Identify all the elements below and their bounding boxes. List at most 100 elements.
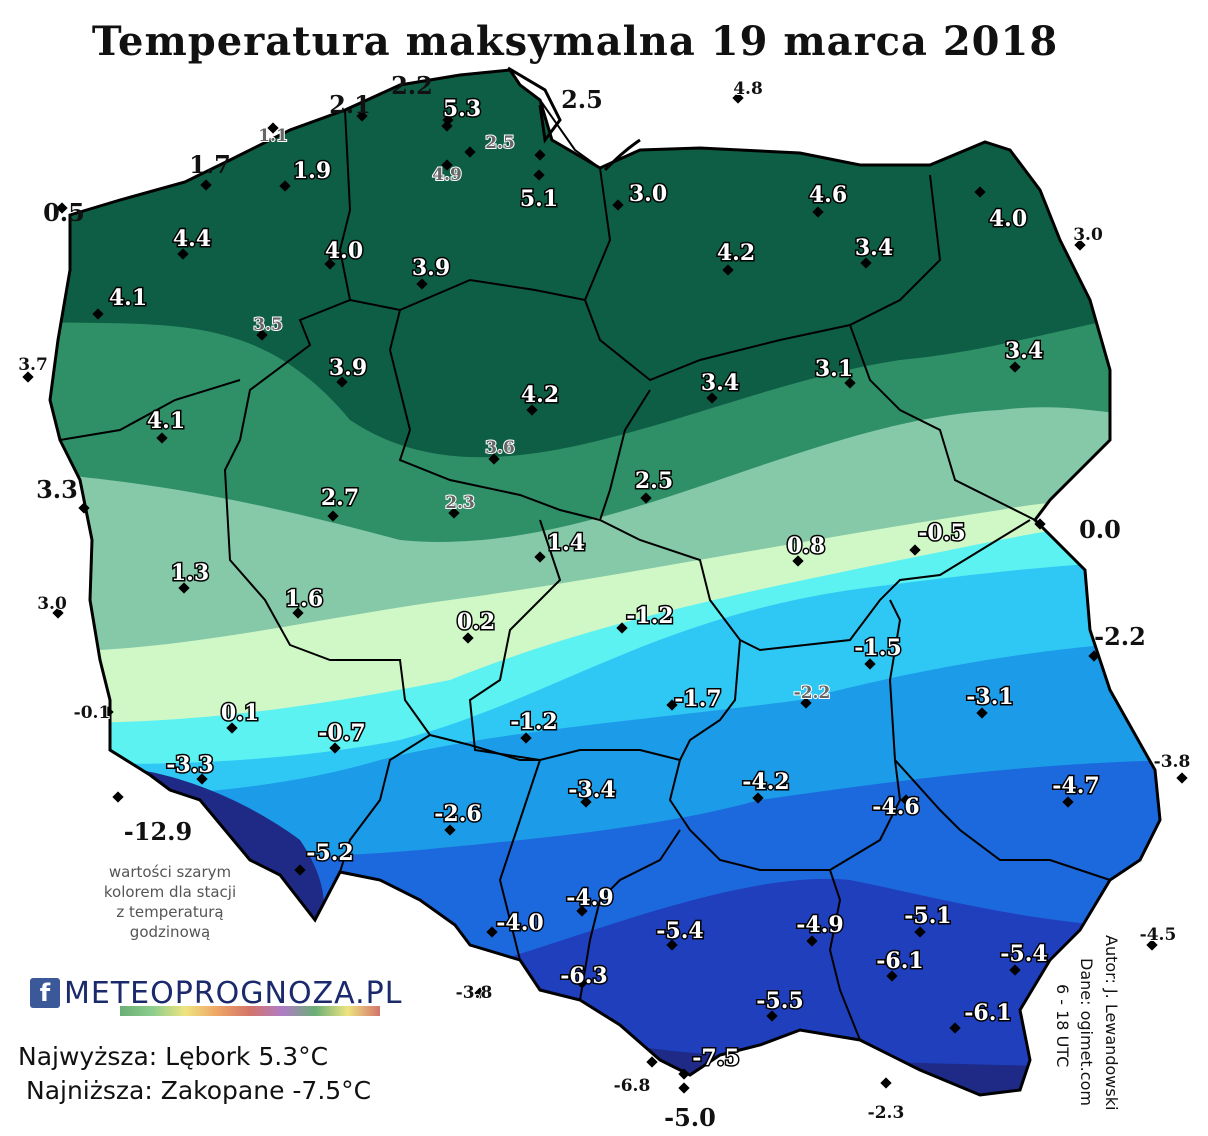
- station-marker: [533, 169, 545, 181]
- station-temperature-label: -6.1: [876, 948, 923, 974]
- station-marker: [752, 792, 764, 804]
- station-marker: [294, 864, 306, 876]
- station-temperature-label: 4.9: [432, 165, 462, 185]
- station-marker: [812, 206, 824, 218]
- station-temperature-label: 5.3: [443, 96, 481, 122]
- station-temperature-label: -12.9: [124, 817, 192, 846]
- station-temperature-label: -1.2: [626, 603, 673, 629]
- station-marker: [909, 544, 921, 556]
- station-temperature-label: -1.7: [674, 686, 721, 712]
- station-temperature-label: 4.8: [733, 79, 763, 99]
- vistula-spit: [603, 138, 641, 172]
- station-temperature-label: 2.3: [445, 493, 475, 513]
- station-temperature-label: -7.5: [692, 1045, 739, 1071]
- facebook-icon[interactable]: f: [30, 978, 60, 1008]
- station-temperature-label: -2.3: [868, 1103, 905, 1123]
- station-marker: [880, 1077, 892, 1089]
- station-marker: [177, 248, 189, 260]
- station-temperature-label: -3.8: [456, 983, 493, 1003]
- station-marker: [678, 1082, 690, 1094]
- station-temperature-label: 3.3: [36, 475, 78, 504]
- station-temperature-label: -5.2: [306, 840, 353, 866]
- station-temperature-label: 4.4: [173, 226, 211, 252]
- station-temperature-label: -5.1: [904, 903, 951, 929]
- station-marker: [336, 376, 348, 388]
- site-logo[interactable]: f METEOPROGNOZA.PL: [30, 968, 402, 1018]
- station-temperature-label: 3.4: [1005, 338, 1043, 364]
- station-marker: [860, 257, 872, 269]
- station-temperature-label: 3.0: [629, 181, 667, 207]
- station-marker: [462, 632, 474, 644]
- station-temperature-label: 4.2: [717, 240, 755, 266]
- station-temperature-label: 3.7: [18, 355, 48, 375]
- station-marker: [844, 377, 856, 389]
- station-marker: [1009, 964, 1021, 976]
- station-marker: [534, 149, 546, 161]
- gray-values-note: wartości szarym kolorem dla stacji z tem…: [80, 862, 260, 942]
- station-temperature-label: 3.1: [815, 356, 853, 382]
- station-marker: [52, 607, 64, 619]
- note-line: godzinową: [129, 923, 211, 941]
- station-temperature-label: 3.9: [329, 355, 367, 381]
- station-marker: [806, 935, 818, 947]
- station-temperature-label: -2.6: [434, 801, 481, 827]
- note-line: kolorem dla stacji: [103, 883, 237, 901]
- station-temperature-label: 3.0: [1073, 225, 1103, 245]
- station-marker: [580, 796, 592, 808]
- station-marker: [256, 329, 268, 341]
- station-markers: 2.12.25.3 2.5 4.81.1 2.51.7 1.9 4.95.10.53.0 4…: [17, 71, 1191, 1132]
- station-temperature-label: -1.5: [854, 635, 901, 661]
- station-marker: [488, 453, 500, 465]
- station-marker: [329, 742, 341, 754]
- station-marker: [1009, 361, 1021, 373]
- station-marker: [900, 794, 912, 806]
- station-temperature-label: -0.5: [918, 520, 965, 546]
- station-temperature-label: -1.2: [510, 709, 557, 735]
- station-temperature-label: -4.6: [872, 794, 919, 820]
- logo-text: METEOPROGNOZA.PL: [64, 975, 403, 1011]
- station-marker: [178, 582, 190, 594]
- station-temperature-label: -3.1: [966, 684, 1013, 710]
- station-temperature-label: 4.2: [521, 382, 559, 408]
- highest-temperature: Najwyższa: Lębork 5.3°C: [18, 1042, 329, 1071]
- station-temperature-label: -4.7: [1052, 773, 1099, 799]
- station-temperature-label: 4.1: [147, 408, 185, 434]
- station-marker: [706, 392, 718, 404]
- station-temperature-label: -6.3: [560, 963, 607, 989]
- station-marker: [666, 699, 678, 711]
- station-temperature-label: 3.0: [37, 594, 67, 614]
- map-title: Temperatura maksymalna 19 marca 2018: [91, 18, 1059, 65]
- station-temperature-label: -4.9: [796, 912, 843, 938]
- station-marker: [112, 791, 124, 803]
- station-temperature-label: 3.4: [855, 235, 893, 261]
- station-marker: [156, 432, 168, 444]
- station-marker: [1146, 939, 1158, 951]
- station-marker: [416, 278, 428, 290]
- station-temperature-label: 4.0: [989, 206, 1027, 232]
- station-temperature-label: -6.8: [614, 1076, 651, 1096]
- station-temperature-label: 1.3: [171, 560, 209, 586]
- station-temperature-label: -3.4: [568, 777, 615, 803]
- station-marker: [914, 926, 926, 938]
- station-marker: [886, 970, 898, 982]
- station-marker: [976, 707, 988, 719]
- station-marker: [949, 1022, 961, 1034]
- station-marker: [1074, 239, 1086, 251]
- station-temperature-label: 1.6: [285, 586, 323, 612]
- station-temperature-label: -3.8: [1154, 752, 1191, 772]
- country-border: [48, 68, 1162, 1097]
- station-temperature-label: 0.8: [787, 533, 825, 559]
- station-temperature-label: 4.0: [325, 238, 363, 264]
- author-credit: Autor: J. Lewandowski: [1102, 935, 1121, 1111]
- station-temperature-label: 1.1: [258, 126, 288, 146]
- station-temperature-label: -5.4: [1000, 941, 1047, 967]
- note-line: wartości szarym: [108, 863, 232, 881]
- station-temperature-label: -2.2: [794, 683, 831, 703]
- station-temperature-label: 2.5: [561, 85, 603, 114]
- station-marker: [534, 551, 546, 563]
- station-marker: [474, 987, 486, 999]
- station-temperature-label: 0.5: [43, 198, 85, 227]
- station-temperature-label: 2.5: [635, 468, 673, 494]
- station-marker: [1034, 518, 1046, 530]
